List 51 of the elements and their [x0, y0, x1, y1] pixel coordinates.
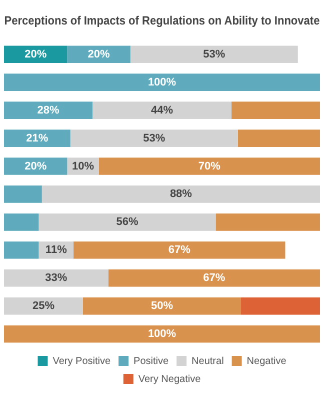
data-label: 20% [24, 160, 47, 172]
bar [108, 269, 320, 287]
bar [83, 297, 241, 315]
data-label: 10% [72, 160, 94, 172]
bar [4, 297, 83, 315]
bar [38, 213, 216, 231]
data-label: 25% [32, 300, 55, 312]
bar [67, 46, 130, 64]
data-label: 11% [45, 244, 68, 256]
bar [232, 102, 320, 119]
bar [4, 46, 68, 64]
data-label: 70% [198, 160, 221, 172]
bar [4, 158, 68, 175]
data-label: 67% [168, 244, 191, 256]
bar [4, 186, 42, 203]
bar [4, 269, 108, 287]
legend-label: Negative [246, 356, 287, 367]
data-label: 50% [150, 300, 174, 312]
legend-label: Very Negative [138, 374, 202, 385]
data-label: 53% [143, 132, 166, 144]
data-label: 44% [150, 104, 174, 116]
data-label: 53% [203, 48, 226, 60]
data-label: 20% [88, 48, 110, 60]
bar [92, 102, 232, 119]
data-label: 20% [24, 48, 47, 60]
bar [4, 74, 320, 92]
bar [4, 325, 320, 343]
bar [70, 130, 238, 147]
chart-title: Perceptions of Impacts of Regulations on Ability to Innovate [4, 15, 320, 28]
data-label: 21% [26, 132, 48, 144]
bar [74, 241, 286, 259]
bar [130, 46, 298, 64]
bar [42, 186, 320, 203]
data-label: 28% [37, 104, 60, 116]
legend-label: Positive [134, 356, 169, 367]
data-label: 67% [203, 272, 226, 284]
legend-label: Neutral [192, 356, 224, 367]
data-label: 88% [170, 188, 192, 200]
bar [241, 297, 320, 315]
data-label: 33% [45, 272, 68, 284]
bar [4, 213, 39, 231]
data-label: 100% [148, 76, 176, 88]
bar [98, 158, 320, 175]
data-label: 56% [116, 216, 138, 228]
bar [4, 102, 92, 119]
bar [238, 130, 320, 147]
bar [216, 213, 320, 231]
legend-label: Very Positive [52, 356, 111, 367]
data-label: 100% [148, 328, 176, 340]
bar [4, 130, 70, 147]
bar [4, 241, 39, 259]
